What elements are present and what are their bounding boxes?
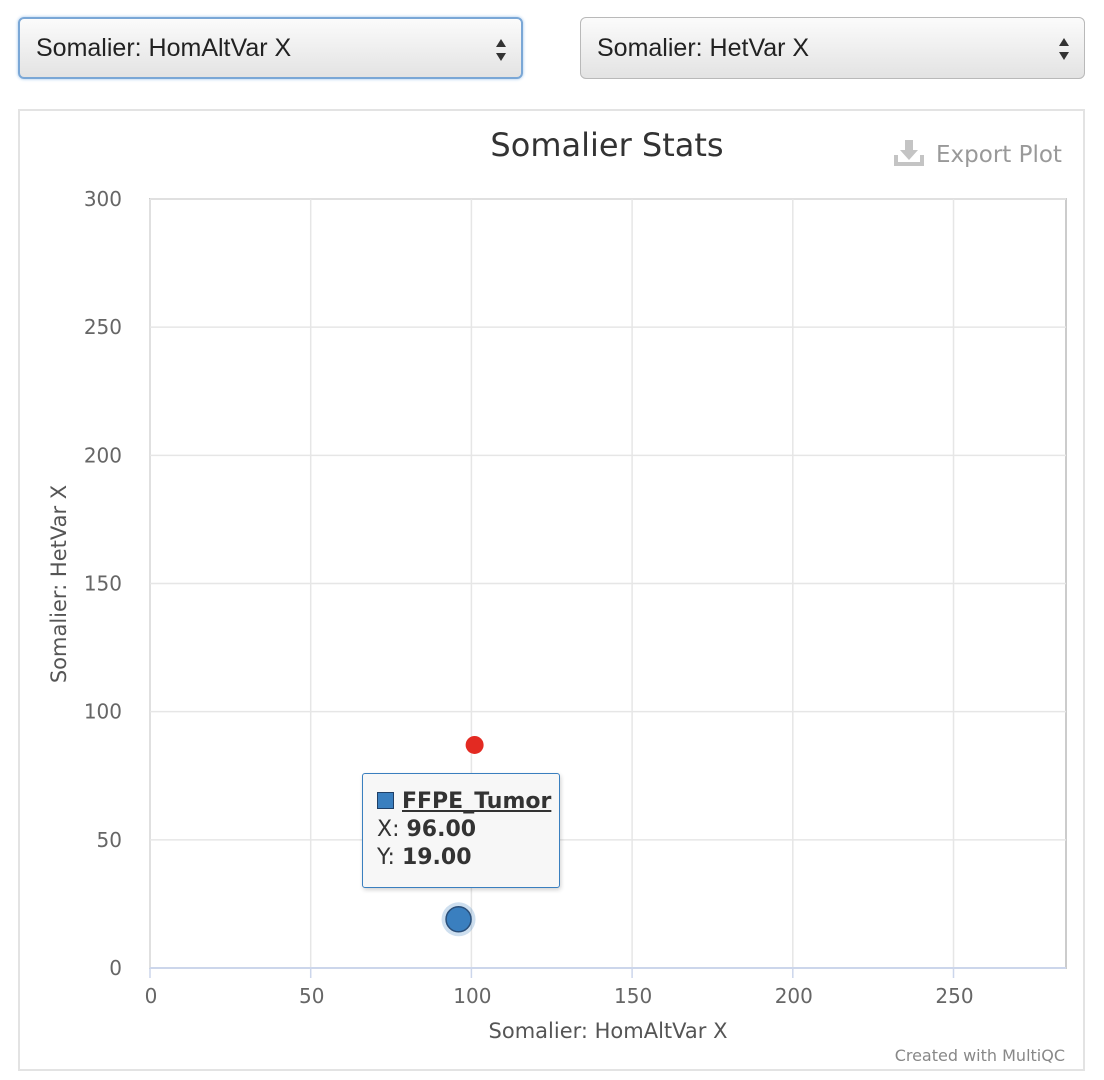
export-plot-label: Export Plot	[936, 142, 1062, 168]
select-arrows-icon	[1059, 38, 1069, 60]
credit-label: Created with MultiQC	[895, 1046, 1065, 1065]
x-tick-label: 150	[614, 984, 652, 1008]
y-tick-label: 300	[84, 187, 122, 211]
y-axis-select[interactable]: Somalier: HetVar X	[580, 17, 1085, 79]
point-tooltip: FFPE_Tumor X: 96.00 Y: 19.00	[362, 773, 560, 888]
tooltip-y-value: 19.00	[401, 845, 472, 870]
tooltip-sample-name: FFPE_Tumor	[402, 789, 552, 814]
x-tick-label: 100	[453, 984, 491, 1008]
chart-title: Somalier Stats	[490, 126, 723, 164]
y-tick-label: 150	[84, 572, 122, 596]
x-axis-select[interactable]: Somalier: HomAltVar X	[18, 17, 523, 79]
download-icon	[894, 140, 924, 166]
x-axis-select-value: Somalier: HomAltVar X	[36, 33, 292, 62]
plot-panel	[18, 109, 1085, 1071]
axes	[149, 967, 1066, 978]
data-points	[441, 735, 484, 937]
x-tick-label: 200	[775, 984, 813, 1008]
x-tick-label: 50	[299, 984, 324, 1008]
select-arrows-icon	[496, 39, 506, 61]
y-axis-label: Somalier: HetVar X	[47, 485, 71, 683]
series-swatch	[377, 792, 394, 809]
data-point[interactable]	[445, 906, 472, 933]
x-tick-label: 250	[935, 984, 973, 1008]
tooltip-x-label: X:	[377, 817, 400, 842]
data-point[interactable]	[465, 735, 484, 754]
y-tick-label: 250	[84, 315, 122, 339]
grid	[149, 198, 1067, 969]
y-tick-label: 0	[109, 956, 122, 980]
y-axis-select-value: Somalier: HetVar X	[597, 33, 810, 62]
x-tick-label: 0	[145, 984, 158, 1008]
x-axis-label: Somalier: HomAltVar X	[489, 1019, 728, 1043]
y-tick-label: 100	[84, 700, 122, 724]
y-tick-label: 200	[84, 443, 122, 467]
tooltip-y-label: Y:	[377, 845, 395, 870]
tick-labels: 0 50 100 150 200 250 300 0 50 100 150 200 250	[84, 187, 974, 1008]
y-tick-label: 50	[97, 828, 122, 852]
export-plot-button[interactable]: Export Plot	[894, 140, 1062, 168]
tooltip-x-value: 96.00	[406, 817, 477, 842]
